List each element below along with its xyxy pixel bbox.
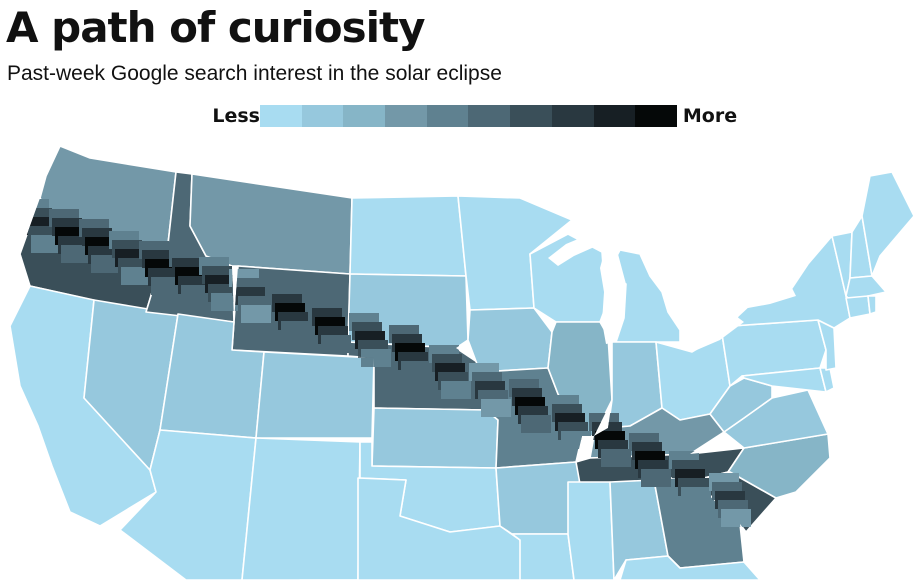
lake-ontario — [742, 288, 796, 308]
eclipse-path-cell — [441, 381, 471, 399]
legend-swatch-8 — [551, 105, 594, 127]
us-county-map — [9, 145, 915, 580]
eclipse-path-cell — [321, 335, 351, 353]
legend-swatch-9 — [593, 105, 636, 127]
state-nm — [241, 437, 361, 580]
legend-swatch-4 — [385, 105, 427, 127]
legend-more-label: More — [682, 105, 738, 127]
lake-huron — [640, 248, 690, 312]
eclipse-path-cell — [481, 399, 511, 417]
legend-swatch-3 — [343, 105, 386, 127]
state-fl — [619, 555, 761, 580]
state-nd — [349, 195, 467, 277]
lake-michigan — [548, 234, 606, 266]
eclipse-path-cell — [681, 487, 711, 505]
eclipse-path-cell — [151, 277, 181, 295]
legend-swatch-1 — [260, 105, 302, 127]
eclipse-path-cell — [561, 431, 591, 449]
states-layer — [9, 145, 915, 580]
eclipse-path-cell — [281, 321, 311, 339]
lake-erie — [680, 316, 744, 352]
legend-less-label: Less — [212, 105, 260, 127]
state-nc — [687, 433, 831, 499]
legend-swatch-5 — [426, 105, 469, 127]
state-ny — [731, 235, 851, 329]
legend-swatch-7 — [510, 105, 552, 127]
state-co — [255, 351, 375, 439]
eclipse-path-cell — [361, 349, 391, 367]
eclipse-path-cell — [181, 285, 211, 303]
state-me — [861, 171, 915, 277]
legend-swatch-6 — [468, 105, 511, 127]
lake-michigan-south — [600, 246, 626, 344]
eclipse-path-cell — [521, 415, 551, 433]
state-ms — [567, 481, 615, 580]
great-lakes — [548, 234, 796, 352]
eclipse-path-cell — [61, 245, 91, 263]
eclipse-path-cell — [721, 509, 751, 527]
eclipse-path-layer — [19, 199, 751, 527]
legend-swatch-10 — [635, 105, 677, 127]
eclipse-path-cell — [401, 361, 431, 379]
eclipse-path-cell — [31, 235, 61, 253]
legend-swatch-2 — [301, 105, 344, 127]
eclipse-path-cell — [91, 255, 121, 273]
state-ct — [845, 295, 871, 319]
state-ks — [371, 407, 499, 469]
eclipse-path-cell — [121, 267, 151, 285]
state-ia — [467, 307, 553, 373]
state-ri — [867, 295, 877, 315]
eclipse-path-cell — [641, 469, 671, 487]
eclipse-path-cell — [601, 449, 631, 467]
eclipse-path-cell — [241, 305, 271, 323]
map-title: A path of curiosity — [6, 3, 425, 52]
map-subtitle: Past-week Google search interest in the … — [7, 62, 502, 85]
color-legend: Less More — [206, 103, 737, 129]
legend-color-ramp — [260, 105, 677, 127]
state-la — [511, 533, 575, 580]
